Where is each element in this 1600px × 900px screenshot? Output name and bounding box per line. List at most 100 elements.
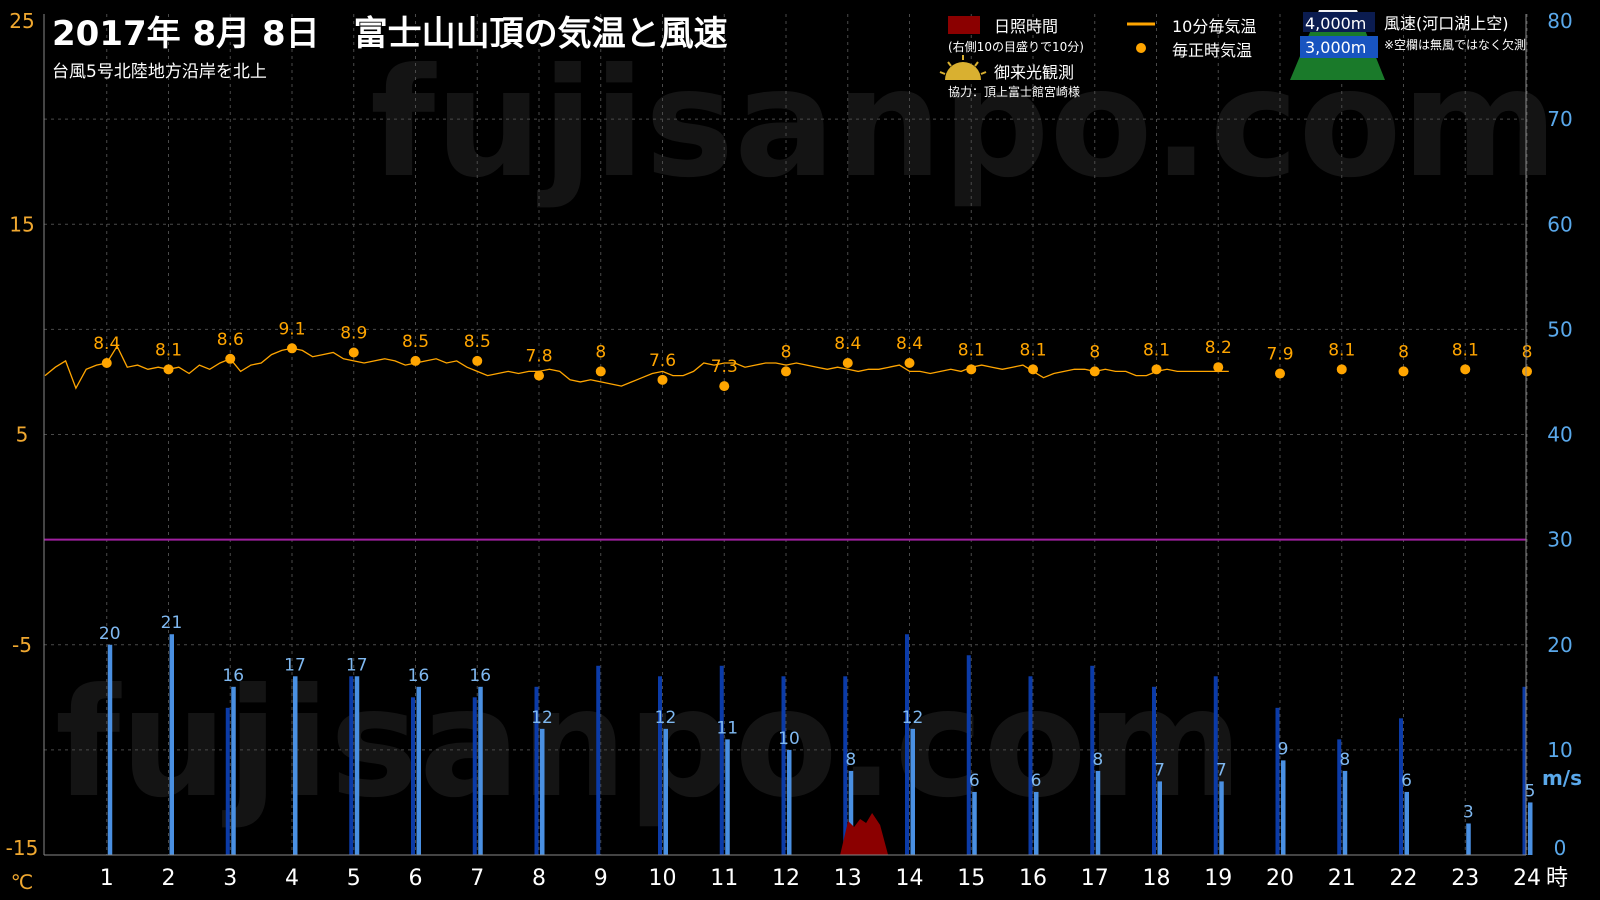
legend: 日照時間 (右側10の目盛りで10分) 10分毎気温 毎正時気温 御来光観測 協… [939, 10, 1526, 99]
wind-bar-4000m [966, 655, 971, 855]
right-axis-unit: m/s [1542, 766, 1582, 790]
wind-bar-4000m [719, 665, 724, 855]
temp-hourly-point [101, 358, 112, 369]
legend-temp-hourly-swatch [1136, 43, 1146, 53]
wind-bar-3000m [787, 749, 792, 855]
x-tick-label: 11 [710, 866, 738, 891]
temp-10min-line [44, 344, 1229, 390]
right-tick-label: 0 [1554, 836, 1567, 860]
wind-bar-4000m [596, 665, 601, 855]
wind-bar-4000m [1213, 676, 1218, 855]
temp-hourly-point [534, 370, 544, 381]
wind-label-3000m: 6 [1401, 771, 1412, 791]
wind-label-3000m: 11 [716, 718, 738, 738]
temp-hourly-label: 8.1 [1328, 340, 1355, 360]
x-tick-label: 2 [162, 866, 176, 891]
legend-wind-4000: 4,000m [1305, 14, 1366, 33]
wind-bar-3000m [1157, 781, 1162, 855]
x-tick-label: 10 [649, 866, 677, 891]
temp-hourly-point [657, 374, 668, 385]
right-tick-label: 50 [1547, 317, 1572, 341]
x-tick-label: 8 [532, 866, 546, 891]
temp-hourly-label: 8.5 [402, 332, 429, 352]
legend-wind-3000: 3,000m [1305, 38, 1366, 57]
temp-hourly-label: 8.4 [834, 334, 861, 354]
x-tick-label: 21 [1328, 866, 1356, 891]
temp-hourly-points: 8.4 8.1 8.6 9.1 8.9 8.5 8.5 7.8 8 7.6 7.3 8 8.4 8.4 8.… [93, 319, 1532, 392]
left-tick-label: 5 [16, 423, 29, 447]
x-tick-label: 20 [1266, 866, 1294, 891]
temp-hourly-point [1089, 366, 1100, 377]
x-tick-label: 7 [470, 866, 484, 891]
x-tick-label: 13 [834, 866, 862, 891]
wind-bar-4000m [225, 707, 230, 855]
right-tick-label: 80 [1547, 9, 1572, 33]
temp-hourly-point [719, 381, 730, 392]
x-axis-unit: 時 [1546, 866, 1568, 891]
right-tick-label: 10 [1547, 738, 1572, 762]
mountain-icon [1290, 10, 1385, 80]
wind-label-3000m: 6 [969, 771, 980, 791]
wind-bar-4000m [781, 676, 786, 855]
left-axis-unit: ℃ [11, 870, 33, 894]
temp-hourly-point [1028, 364, 1038, 375]
legend-temp-hourly-label: 毎正時気温 [1172, 41, 1252, 60]
wind-bar-4000m [1028, 676, 1033, 855]
sunshine-area-mark [840, 812, 889, 855]
left-tick-label: 25 [9, 9, 34, 33]
temp-hourly-point [163, 364, 174, 375]
wind-bar-4000m [1522, 686, 1527, 855]
wind-bar-3000m [169, 634, 174, 855]
right-tick-label: 30 [1547, 528, 1572, 552]
left-tick-label: -15 [6, 836, 39, 860]
temp-hourly-point [904, 358, 915, 369]
wind-label-3000m: 16 [469, 666, 491, 686]
temp-hourly-label: 8.6 [217, 330, 244, 350]
right-tick-label: 40 [1547, 423, 1572, 447]
x-tick-label: 14 [896, 866, 924, 891]
wind-bar-4000m [905, 634, 909, 855]
wind-bar-3000m [231, 686, 236, 855]
temp-hourly-label: 7.8 [525, 347, 552, 367]
right-tick-label: 20 [1547, 633, 1572, 657]
wind-label-3000m: 7 [1154, 760, 1165, 780]
x-tick-label: 16 [1019, 866, 1047, 891]
x-tick-label: 1 [100, 866, 114, 891]
temp-hourly-point [966, 364, 977, 375]
temp-hourly-point [472, 355, 483, 366]
wind-bar-3000m [1219, 781, 1224, 855]
temp-hourly-label: 7.3 [711, 357, 738, 377]
temp-hourly-label: 8.1 [1452, 340, 1479, 360]
left-tick-label: -5 [12, 633, 32, 657]
legend-sunrise-label: 御来光観測 [994, 63, 1074, 82]
wind-label-3000m: 7 [1216, 760, 1227, 780]
wind-label-3000m: 21 [161, 613, 183, 633]
x-tick-label: 18 [1143, 866, 1171, 891]
x-tick-label: 4 [285, 866, 299, 891]
wind-label-3000m: 8 [1339, 750, 1350, 770]
right-tick-label: 60 [1547, 212, 1572, 236]
x-tick-label: 19 [1204, 866, 1232, 891]
wind-label-3000m: 6 [1031, 771, 1042, 791]
x-tick-label: 23 [1451, 866, 1479, 891]
wind-bar-3000m [416, 686, 421, 855]
wind-bar-3000m [910, 728, 915, 855]
wind-label-3000m: 20 [99, 624, 121, 644]
x-tick-label: 5 [347, 866, 361, 891]
legend-temp10-label: 10分毎気温 [1172, 17, 1256, 36]
wind-bar-3000m [478, 686, 483, 855]
wind-label-3000m: 12 [531, 708, 553, 728]
grid [44, 14, 1528, 855]
temp-hourly-label: 8.1 [1019, 340, 1046, 360]
temp-hourly-label: 8.2 [1205, 338, 1232, 358]
x-tick-label: 6 [409, 866, 423, 891]
temp-hourly-label: 8.4 [896, 334, 923, 354]
wind-label-3000m: 8 [1092, 750, 1103, 770]
wind-label-3000m: 16 [222, 666, 244, 686]
legend-wind-title: 風速(河口湖上空) [1384, 14, 1509, 33]
wind-bar-3000m [293, 676, 298, 855]
temp-hourly-point [1151, 364, 1162, 375]
temp-hourly-label: 8 [595, 342, 606, 362]
x-tick-label: 17 [1081, 866, 1109, 891]
